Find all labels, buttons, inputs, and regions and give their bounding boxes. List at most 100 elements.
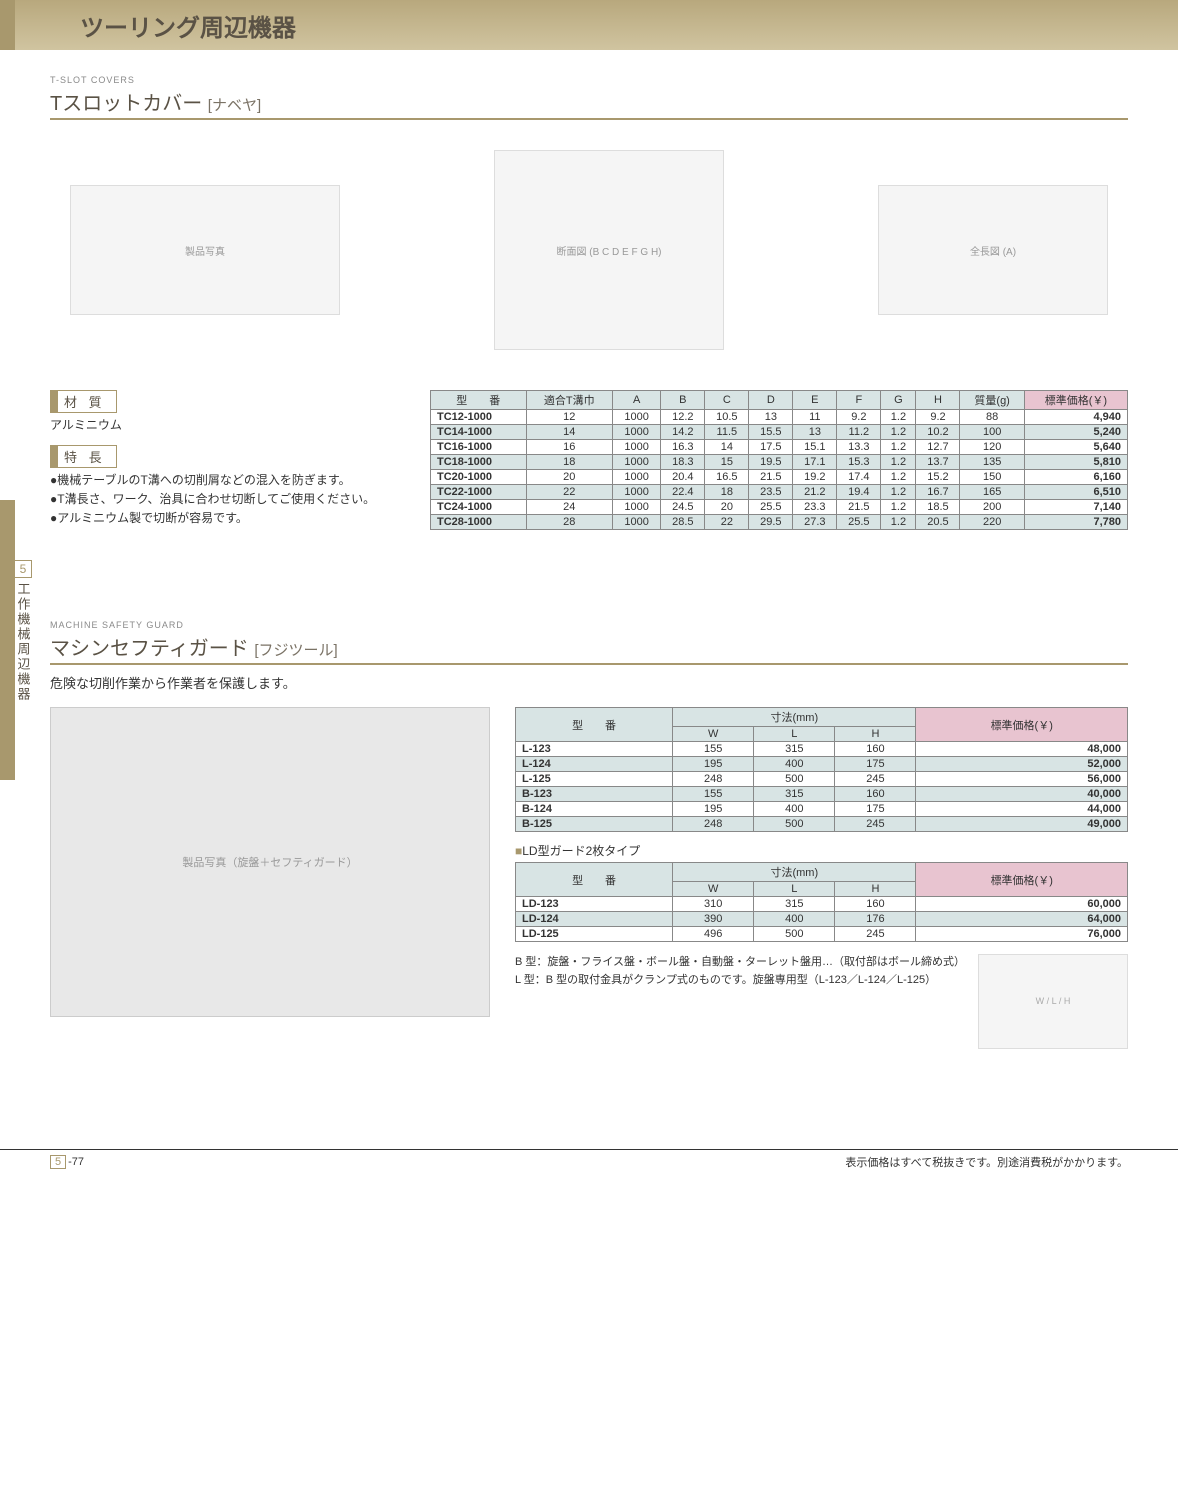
page-header-band: ツーリング周辺機器 bbox=[0, 0, 1178, 50]
th-dim: 寸法(mm) bbox=[673, 708, 916, 727]
table-cell: 248 bbox=[673, 772, 754, 787]
table-cell: 160 bbox=[835, 897, 916, 912]
table-cell: 17.4 bbox=[837, 470, 881, 485]
note-l: L 型：B 型の取付金具がクランプ式のものです。旋盤専用型（L-123／L-12… bbox=[515, 972, 963, 990]
table-cell: 76,000 bbox=[916, 927, 1128, 942]
table-cell: 25.5 bbox=[837, 515, 881, 530]
guard-table-2: 型 番 寸法(mm) 標準価格(￥) W L H LD-123310315160… bbox=[515, 862, 1128, 942]
product-photo: 製品写真 bbox=[70, 185, 340, 315]
th-col: A bbox=[612, 391, 660, 410]
feature-item: T溝長さ、ワーク、治具に合わせ切断してご使用ください。 bbox=[50, 490, 400, 509]
table-cell: TC28-1000 bbox=[431, 515, 527, 530]
table-cell: 10.5 bbox=[705, 410, 749, 425]
table-cell: 25.5 bbox=[749, 500, 793, 515]
th-price: 標準価格(￥) bbox=[916, 708, 1128, 742]
table-cell: TC12-1000 bbox=[431, 410, 527, 425]
table-cell: 12.2 bbox=[661, 410, 705, 425]
table-cell: 245 bbox=[835, 927, 916, 942]
table-cell: 24.5 bbox=[661, 500, 705, 515]
table-cell: TC18-1000 bbox=[431, 455, 527, 470]
th-col: 標準価格(￥) bbox=[1024, 391, 1127, 410]
table-cell: 400 bbox=[754, 912, 835, 927]
th-col: B bbox=[661, 391, 705, 410]
table-cell: 19.2 bbox=[793, 470, 837, 485]
table-cell: 315 bbox=[754, 742, 835, 757]
th-col: G bbox=[881, 391, 916, 410]
table-cell: 195 bbox=[673, 757, 754, 772]
table-cell: 160 bbox=[835, 742, 916, 757]
th-dim: 寸法(mm) bbox=[673, 863, 916, 882]
th-w: W bbox=[673, 727, 754, 742]
table-cell: 5,810 bbox=[1024, 455, 1127, 470]
table-cell: 7,140 bbox=[1024, 500, 1127, 515]
section2-title: マシンセフティガード [フジツール] bbox=[50, 632, 1128, 665]
table-cell: 176 bbox=[835, 912, 916, 927]
guard-tables: 型 番 寸法(mm) 標準価格(￥) W L H L-1231553151604… bbox=[515, 707, 1128, 1049]
guard-notes: B 型：旋盤・フライス盤・ボール盤・自動盤・ターレット盤用…（取付部はボール締め… bbox=[515, 954, 963, 1049]
table-cell: 500 bbox=[754, 927, 835, 942]
feature-item: アルミニウム製で切断が容易です。 bbox=[50, 509, 400, 528]
table-cell: 29.5 bbox=[749, 515, 793, 530]
table-cell: 400 bbox=[754, 802, 835, 817]
table-cell: 155 bbox=[673, 742, 754, 757]
table-cell: 1.2 bbox=[881, 485, 916, 500]
price-disclaimer: 表示価格はすべて税抜きです。別途消費税がかかります。 bbox=[845, 1154, 1128, 1170]
table-cell: 15.3 bbox=[837, 455, 881, 470]
table-cell: 18.5 bbox=[916, 500, 960, 515]
table-row: B-12524850024549,000 bbox=[516, 817, 1128, 832]
table-cell: 28 bbox=[526, 515, 612, 530]
table-cell: 14.2 bbox=[661, 425, 705, 440]
section2-title-text: マシンセフティガード bbox=[50, 638, 249, 660]
table-cell: 12.7 bbox=[916, 440, 960, 455]
table-cell: 135 bbox=[960, 455, 1024, 470]
section2-english: MACHINE SAFETY GUARD bbox=[50, 620, 1128, 630]
table-cell: 15 bbox=[705, 455, 749, 470]
guard-product-photo: 製品写真（旋盤＋セフティガード） bbox=[50, 707, 490, 1017]
table-cell: 20.4 bbox=[661, 470, 705, 485]
table-cell: 12 bbox=[526, 410, 612, 425]
table-cell: 390 bbox=[673, 912, 754, 927]
table-cell: 16.7 bbox=[916, 485, 960, 500]
th-col: 型 番 bbox=[431, 391, 527, 410]
table-cell: 1000 bbox=[612, 485, 660, 500]
table-cell: 1.2 bbox=[881, 515, 916, 530]
table-cell: 6,510 bbox=[1024, 485, 1127, 500]
th-col: 適合T溝巾 bbox=[526, 391, 612, 410]
section2-desc: 危険な切削作業から作業者を保護します。 bbox=[50, 673, 1128, 692]
page-number: 5-77 bbox=[50, 1156, 84, 1168]
table-cell: 17.1 bbox=[793, 455, 837, 470]
table-row: LD-12439040017664,000 bbox=[516, 912, 1128, 927]
table-cell: 1.2 bbox=[881, 425, 916, 440]
table-cell: 6,160 bbox=[1024, 470, 1127, 485]
th-col: F bbox=[837, 391, 881, 410]
table-cell: 1.2 bbox=[881, 500, 916, 515]
table-cell: 245 bbox=[835, 817, 916, 832]
table-cell: TC20-1000 bbox=[431, 470, 527, 485]
table-row: L-12315531516048,000 bbox=[516, 742, 1128, 757]
table-cell: 315 bbox=[754, 787, 835, 802]
section1-header: T-SLOT COVERS Tスロットカバー [ナベヤ] bbox=[50, 75, 1128, 120]
table-cell: 14 bbox=[526, 425, 612, 440]
table-cell: 64,000 bbox=[916, 912, 1128, 927]
page-num-value: -77 bbox=[68, 1156, 84, 1168]
table-cell: 5,240 bbox=[1024, 425, 1127, 440]
table-cell: 28.5 bbox=[661, 515, 705, 530]
th-model: 型 番 bbox=[516, 863, 673, 897]
table-cell: 15.2 bbox=[916, 470, 960, 485]
table-row: TC28-100028100028.52229.527.325.51.220.5… bbox=[431, 515, 1128, 530]
table-cell: L-125 bbox=[516, 772, 673, 787]
table-cell: 23.5 bbox=[749, 485, 793, 500]
table-cell: 165 bbox=[960, 485, 1024, 500]
th-col: H bbox=[916, 391, 960, 410]
section2-header: MACHINE SAFETY GUARD マシンセフティガード [フジツール] bbox=[50, 620, 1128, 665]
length-diagram: 全長図 (A) bbox=[878, 185, 1108, 315]
table-cell: 13 bbox=[749, 410, 793, 425]
table-cell: 18.3 bbox=[661, 455, 705, 470]
th-col: 質量(g) bbox=[960, 391, 1024, 410]
table-cell: 13.3 bbox=[837, 440, 881, 455]
subtype-label: LD型ガード2枚タイプ bbox=[515, 842, 1128, 859]
table-cell: 56,000 bbox=[916, 772, 1128, 787]
table-row: TC14-100014100014.211.515.51311.21.210.2… bbox=[431, 425, 1128, 440]
table-cell: 1.2 bbox=[881, 440, 916, 455]
table-cell: 1000 bbox=[612, 425, 660, 440]
